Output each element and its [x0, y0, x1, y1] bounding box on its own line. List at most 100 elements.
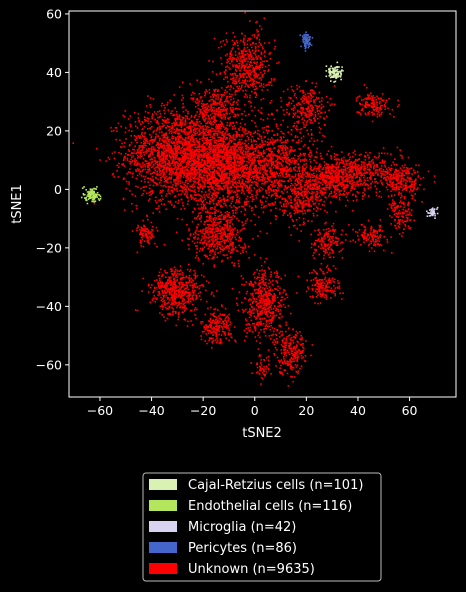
data-point: [261, 182, 263, 185]
data-point: [184, 115, 187, 117]
data-point: [233, 173, 235, 176]
data-point: [316, 139, 319, 142]
data-point: [181, 170, 184, 172]
data-point: [202, 154, 204, 157]
data-point: [164, 120, 166, 123]
data-point: [249, 185, 251, 188]
data-point: [231, 184, 234, 186]
data-point: [159, 182, 161, 184]
data-point: [291, 188, 293, 190]
data-point: [274, 154, 276, 156]
data-point: [209, 186, 211, 188]
data-point: [151, 153, 154, 155]
data-point: [186, 115, 188, 118]
data-point: [261, 112, 263, 115]
data-point: [158, 156, 161, 158]
data-point: [262, 211, 265, 213]
data-point: [158, 199, 160, 202]
data-point: [242, 56, 245, 59]
data-point: [204, 128, 207, 131]
data-point: [256, 67, 258, 69]
data-point: [251, 200, 254, 203]
data-point: [243, 67, 246, 70]
data-point: [302, 107, 305, 110]
data-point: [291, 161, 293, 164]
data-point: [275, 155, 277, 158]
data-point: [181, 146, 183, 149]
data-point: [188, 177, 190, 179]
data-point: [191, 166, 193, 168]
data-point: [143, 146, 145, 149]
data-point: [111, 152, 114, 155]
data-point: [249, 53, 252, 56]
data-point: [288, 150, 291, 153]
data-point: [206, 111, 209, 114]
data-point: [121, 142, 123, 145]
data-point: [248, 80, 251, 83]
data-point: [286, 162, 289, 165]
data-point: [239, 55, 241, 58]
data-point: [201, 178, 203, 181]
data-point: [189, 164, 192, 167]
data-point: [230, 147, 232, 150]
data-point: [236, 42, 239, 44]
data-point: [201, 131, 203, 134]
data-point: [115, 127, 118, 129]
data-point: [167, 168, 170, 170]
data-point: [209, 181, 211, 184]
data-point: [216, 156, 219, 159]
data-point: [265, 84, 267, 87]
data-point: [208, 117, 210, 119]
data-point: [282, 192, 285, 195]
data-point: [210, 215, 212, 217]
data-point: [206, 103, 209, 105]
data-point: [275, 172, 278, 175]
data-point: [195, 154, 197, 156]
data-point: [199, 194, 201, 197]
data-point: [155, 121, 158, 124]
data-point: [212, 93, 215, 95]
data-point: [95, 147, 98, 150]
data-point: [191, 165, 193, 167]
data-point: [219, 113, 222, 116]
data-point: [245, 83, 247, 85]
data-point: [118, 162, 120, 165]
data-point: [275, 195, 278, 197]
data-point: [239, 174, 242, 177]
data-point: [273, 134, 275, 136]
data-point: [232, 161, 235, 164]
data-point: [163, 124, 165, 127]
data-point: [278, 196, 281, 198]
data-point: [212, 124, 214, 126]
data-point: [154, 199, 157, 202]
data-point: [217, 46, 220, 49]
data-point: [157, 135, 160, 137]
data-point: [232, 47, 234, 49]
data-point: [295, 208, 298, 211]
data-point: [270, 141, 272, 143]
data-point: [226, 61, 228, 63]
data-point: [304, 152, 306, 155]
data-point: [222, 144, 225, 146]
data-point: [270, 78, 273, 80]
data-point: [164, 119, 166, 122]
data-point: [253, 170, 255, 173]
data-point: [203, 141, 205, 144]
data-point: [149, 158, 151, 161]
data-point: [175, 147, 178, 150]
data-point: [209, 150, 211, 153]
data-point: [212, 177, 214, 180]
data-point: [269, 169, 272, 171]
data-point: [231, 60, 233, 62]
data-point: [239, 149, 242, 152]
data-point: [235, 157, 238, 159]
data-point: [204, 174, 206, 177]
data-point: [247, 157, 250, 160]
data-point: [281, 159, 284, 162]
data-point: [215, 124, 218, 126]
data-point: [204, 134, 206, 137]
data-point: [235, 80, 237, 83]
data-point: [161, 158, 163, 160]
data-point: [215, 132, 218, 135]
data-point: [205, 208, 207, 210]
